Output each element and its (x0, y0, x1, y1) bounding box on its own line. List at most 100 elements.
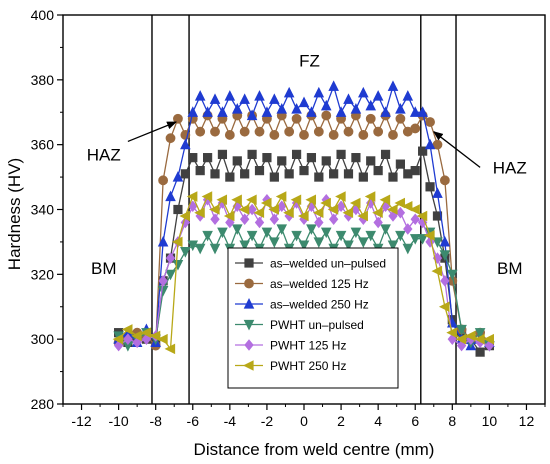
data-point (277, 156, 287, 166)
data-point (320, 227, 332, 239)
data-point (351, 153, 361, 163)
data-point (409, 106, 421, 117)
region-label-bm: BM (497, 259, 523, 278)
data-point (403, 223, 413, 235)
data-point (269, 93, 280, 104)
data-point (141, 333, 152, 345)
x-tick-label: 4 (374, 413, 382, 429)
data-point (195, 126, 206, 137)
x-tick-label: 8 (448, 413, 456, 429)
data-point (217, 106, 228, 117)
data-point (314, 172, 324, 182)
data-point (380, 224, 391, 235)
data-point (416, 210, 428, 222)
data-point (372, 207, 383, 219)
y-tick-label: 280 (31, 396, 55, 412)
data-point (313, 86, 325, 98)
data-point (358, 130, 369, 140)
data-point (365, 99, 377, 111)
legend: as–welded un–pulsed as–welded 125 Hz as–we… (227, 247, 399, 389)
data-point (210, 126, 220, 137)
data-point (417, 216, 428, 229)
data-point (291, 230, 302, 242)
data-point (395, 159, 406, 169)
data-point (238, 204, 250, 215)
data-point (158, 275, 168, 287)
data-point (209, 204, 220, 215)
data-point (447, 269, 458, 281)
region-labels: FZ HAZ HAZ BM BM (87, 51, 527, 277)
series-3 (113, 80, 495, 351)
data-point (269, 172, 279, 182)
data-point (283, 86, 295, 98)
data-point (194, 207, 205, 219)
data-point (440, 275, 450, 287)
data-point (172, 171, 184, 182)
data-point (432, 211, 443, 221)
data-point (395, 103, 406, 114)
data-point (298, 210, 309, 222)
data-point (373, 216, 383, 229)
data-point (432, 187, 443, 198)
data-point (438, 301, 450, 313)
data-point (239, 213, 250, 226)
data-point (305, 194, 317, 206)
data-point (410, 213, 420, 226)
data-point (402, 243, 414, 255)
data-point (262, 153, 272, 163)
data-point (298, 96, 310, 108)
data-point (328, 80, 339, 91)
data-point (439, 175, 450, 186)
data-point (314, 216, 324, 229)
data-point (320, 197, 331, 209)
legend-label: as–welded 250 Hz (270, 298, 369, 312)
data-point (180, 138, 191, 150)
x-tick-label: 2 (337, 413, 345, 429)
data-point (261, 106, 273, 117)
data-point (173, 204, 183, 215)
data-point (165, 190, 176, 202)
data-point (158, 175, 169, 186)
data-point (387, 204, 398, 215)
data-point (283, 207, 294, 219)
data-point (157, 333, 168, 345)
data-point (373, 126, 384, 137)
data-point (232, 156, 242, 166)
data-point (439, 235, 451, 247)
data-point (388, 172, 398, 182)
data-point (140, 327, 152, 338)
region-label-haz: HAZ (87, 145, 121, 164)
data-point (432, 237, 443, 248)
data-point (284, 126, 295, 137)
x-tick-label: 10 (482, 413, 498, 429)
data-point (358, 237, 369, 248)
data-point (394, 197, 406, 209)
legend-box (227, 247, 399, 389)
data-point (343, 169, 354, 179)
data-point (291, 103, 302, 114)
data-point (210, 213, 220, 226)
data-point (223, 210, 235, 222)
data-point (329, 169, 339, 179)
data-point (365, 113, 376, 124)
data-point (387, 80, 399, 91)
data-point (358, 172, 368, 182)
y-tick-label: 320 (31, 266, 55, 282)
legend-entry: PWHT 125 Hz (235, 339, 346, 353)
data-point (410, 123, 421, 134)
x-tick-label: -12 (71, 413, 91, 429)
data-point (131, 330, 142, 342)
data-point (380, 149, 391, 159)
y-tick-label: 340 (31, 202, 55, 218)
series-4 (113, 224, 495, 352)
data-point (343, 93, 354, 104)
x-tick-label: 6 (411, 413, 419, 429)
data-point (475, 347, 485, 357)
data-point (239, 93, 250, 104)
y-tick-label: 300 (31, 331, 55, 347)
data-point (209, 93, 221, 104)
data-point (417, 106, 428, 117)
data-point (132, 336, 142, 349)
data-point (231, 103, 243, 114)
data-point (312, 207, 324, 219)
